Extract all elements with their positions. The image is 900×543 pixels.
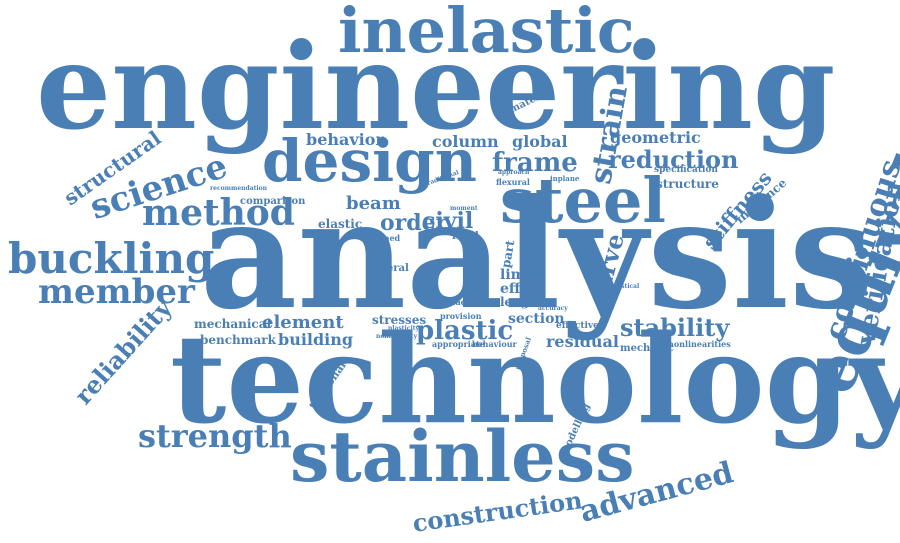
word-engineering: engineering: [36, 17, 836, 156]
word-stresses: stresses: [372, 313, 427, 327]
word-global: global: [512, 132, 568, 151]
word-nonlinearities: nonlinearities: [668, 339, 731, 349]
word-length: length: [500, 295, 544, 309]
word-comparison: comparison: [240, 196, 306, 207]
word-strength: strength: [138, 417, 292, 455]
word-reduction: reduction: [608, 145, 739, 174]
word-appropriate: appropriate: [432, 339, 485, 349]
word-beam: beam: [346, 193, 401, 214]
word-effect: effect: [500, 281, 545, 297]
word-buckling: buckling: [8, 234, 215, 283]
word-technology: technology: [170, 307, 900, 451]
word-method: method: [142, 192, 295, 234]
word-specification: specification: [654, 165, 718, 175]
word-moment: moment: [450, 205, 478, 212]
word-recommendation: recommendation: [210, 185, 268, 192]
word-plastic: plastic: [416, 316, 514, 346]
word-order: order: [380, 210, 448, 236]
word-geometric: geometric: [610, 128, 701, 147]
word-element: element: [262, 312, 344, 333]
word-formed: formed: [368, 233, 401, 243]
word-lateral: lateral: [372, 263, 409, 274]
word-column: column: [432, 132, 499, 151]
word-building: building: [278, 330, 354, 349]
word-limit: limit: [500, 267, 538, 283]
word-factor: factor: [452, 297, 479, 307]
word-provision: provision: [440, 311, 482, 321]
word-elastic: elastic: [318, 217, 363, 231]
word-behaviour: behaviour: [472, 339, 517, 349]
word-stability: stability: [620, 313, 730, 342]
word-residual: residual: [546, 332, 619, 351]
word-behavior: behavior: [306, 130, 384, 149]
word-civil: civil: [422, 208, 474, 234]
word-mechanical: mechanical: [194, 317, 272, 331]
word-steel: steel: [500, 164, 666, 237]
word-nonlinearity: nonlinearity: [376, 333, 418, 340]
word-mechanic: mechanic: [620, 343, 674, 354]
word-section: section: [508, 311, 565, 327]
word-frame: frame: [492, 148, 578, 178]
word-local: local: [452, 231, 479, 242]
word-structure: structure: [656, 177, 719, 191]
word-statistical: statistical: [606, 283, 640, 290]
word-member: member: [38, 272, 195, 312]
word-stainless: stainless: [290, 415, 635, 498]
word-accuracy: accuracy: [538, 305, 568, 312]
word-reliability: reliability: [68, 293, 178, 410]
word-approach: approach: [498, 169, 530, 176]
word-inplane: inplane: [550, 174, 580, 183]
word-flexural: flexural: [496, 177, 530, 187]
word-inelastic: inelastic: [338, 0, 635, 67]
word-benchmark: benchmark: [200, 333, 276, 347]
word-design: design: [262, 127, 477, 195]
word-effective: effective: [556, 321, 599, 331]
word-analysis: analysis: [200, 167, 874, 343]
word-plasticity: plasticity: [388, 325, 419, 332]
